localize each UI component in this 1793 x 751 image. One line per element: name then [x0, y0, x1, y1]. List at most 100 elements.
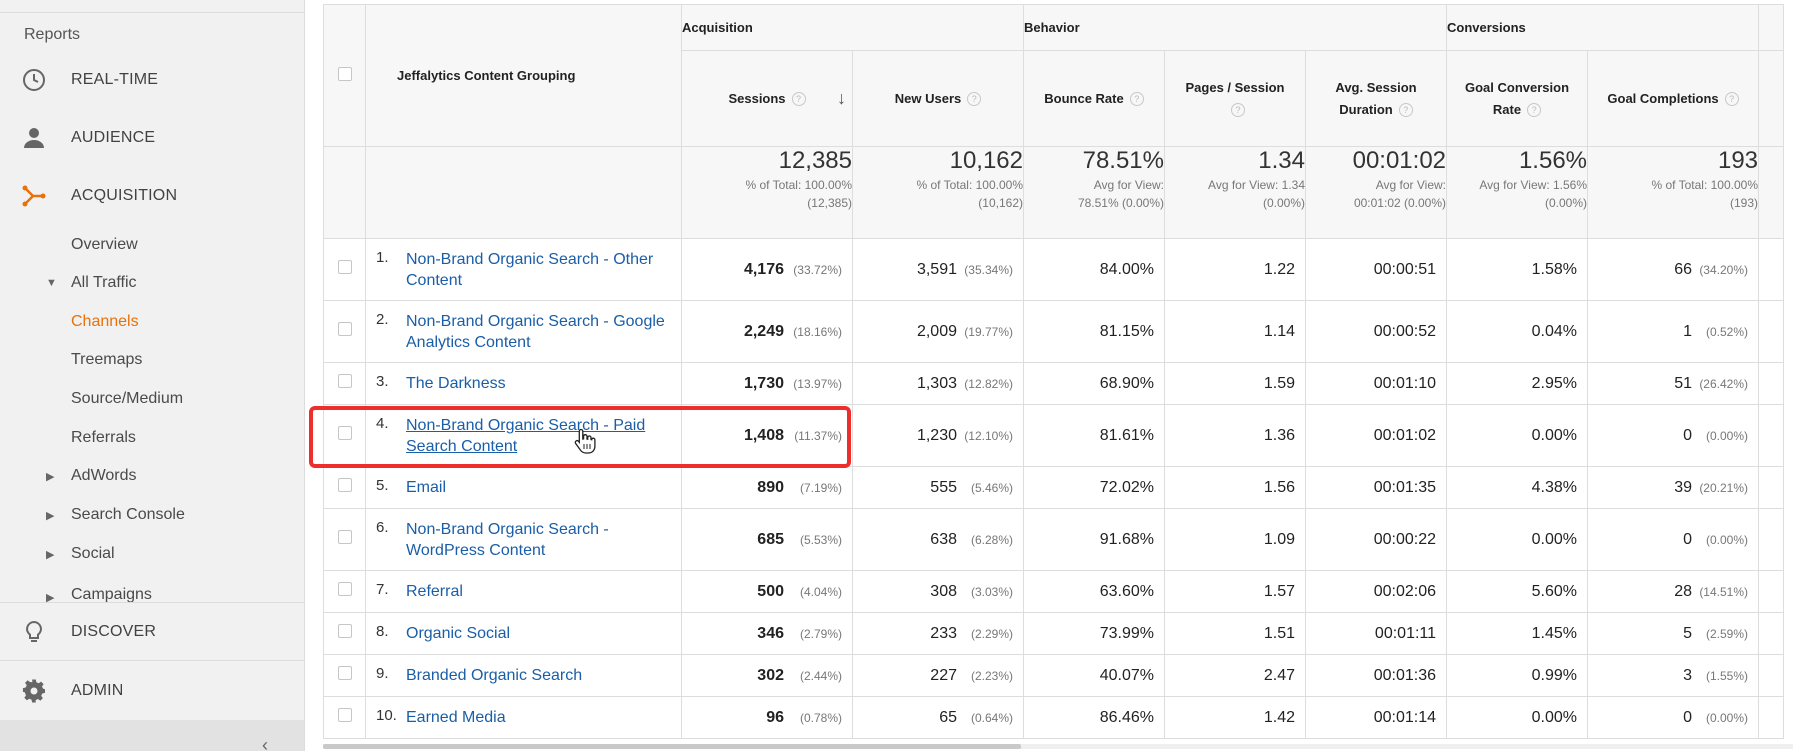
total-avg-session-duration: 00:01:02 Avg for View: 00:01:02 (0.00%)	[1304, 146, 1448, 239]
table-row[interactable]: 8. Organic Social 346 (2.79%) 233 (2.29%) 73.9…	[323, 612, 1785, 655]
dimension-header-label: Jeffalytics Content Grouping	[397, 68, 576, 83]
header-goal-completions[interactable]: Goal Completions?	[1587, 50, 1760, 147]
row-avg-session-duration: 00:01:10	[1304, 362, 1448, 405]
row-dimension-link[interactable]: The Darkness	[406, 375, 506, 392]
row-goal-conversion-rate: 0.00%	[1446, 508, 1589, 571]
help-icon[interactable]: ?	[1231, 103, 1245, 118]
nav-search-console[interactable]: ▶ Search Console	[0, 496, 304, 534]
header-sessions[interactable]: Sessions? ↓	[681, 50, 853, 147]
row-spacer	[1758, 362, 1785, 405]
lightbulb-icon	[21, 619, 47, 645]
nav-social[interactable]: ▶ Social	[0, 535, 304, 573]
table-row[interactable]: 6. Non-Brand Organic Search - WordPress C…	[323, 508, 1785, 571]
nav-channels[interactable]: Channels	[0, 303, 304, 341]
table-row[interactable]: 9. Branded Organic Search 302 (2.44%) 227 (2.…	[323, 654, 1785, 697]
help-icon[interactable]: ?	[1398, 103, 1413, 118]
completions-percent: (0.00%)	[1705, 428, 1749, 443]
table-row[interactable]: 2. Non-Brand Organic Search - Google Anal…	[323, 300, 1785, 363]
table-body: 1. Non-Brand Organic Search - Other Conte…	[323, 238, 1785, 739]
collapse-sidebar-icon[interactable]: ‹	[262, 735, 268, 751]
row-dimension-link[interactable]: Earned Media	[406, 709, 506, 726]
sessions-value: 890	[757, 478, 784, 496]
row-checkbox[interactable]	[337, 478, 352, 492]
nav-realtime[interactable]: REAL-TIME	[0, 53, 304, 107]
bounce-rate-value: 86.46%	[1099, 708, 1154, 726]
row-dimension-link[interactable]: Email	[406, 479, 447, 496]
row-spacer	[1758, 612, 1785, 655]
row-dimension-link[interactable]: Non-Brand Organic Search - Other Content	[406, 250, 654, 289]
total-sub: Avg for View:	[1093, 178, 1164, 192]
total-value: 1.34	[1258, 147, 1305, 174]
row-checkbox[interactable]	[337, 708, 352, 722]
row-dimension-link[interactable]: Branded Organic Search	[406, 667, 583, 684]
row-bounce-rate: 84.00%	[1023, 238, 1165, 301]
row-index: 10.	[376, 707, 397, 724]
row-index: 5.	[376, 477, 389, 494]
row-dimension-link[interactable]: Non-Brand Organic Search - WordPress Con…	[406, 520, 609, 559]
row-checkbox[interactable]	[337, 260, 352, 274]
header-avg-session-duration[interactable]: Avg. Session Duration?	[1304, 50, 1448, 147]
nav-source-medium[interactable]: Source/Medium	[0, 380, 304, 418]
new-users-value: 65	[939, 708, 957, 726]
horizontal-scrollbar-thumb[interactable]	[323, 744, 1021, 749]
header-new-users[interactable]: New Users?	[852, 50, 1024, 147]
sidebar: Reports REAL-TIME AUDIENCE ACQUISITION O…	[0, 0, 305, 751]
row-new-users: 555 (5.46%)	[852, 466, 1024, 509]
gear-icon	[21, 678, 47, 704]
table-row[interactable]: 1. Non-Brand Organic Search - Other Conte…	[323, 238, 1785, 301]
table-row[interactable]: 10. Earned Media 96 (0.78%) 65 (0.64%) 86.46% 1…	[323, 696, 1785, 739]
nav-treemaps[interactable]: Treemaps	[0, 341, 304, 379]
completions-value: 51	[1674, 374, 1693, 392]
table-row[interactable]: 7. Referral 500 (4.04%) 308 (3.03%) 63.60% 1.57…	[323, 570, 1785, 613]
nav-audience[interactable]: AUDIENCE	[0, 111, 304, 165]
nav-adwords[interactable]: ▶ AdWords	[0, 457, 304, 495]
help-icon[interactable]: ?	[967, 92, 982, 107]
row-pages-session: 1.51	[1164, 612, 1306, 655]
sort-desc-icon[interactable]: ↓	[837, 88, 846, 108]
completions-percent: (0.00%)	[1705, 710, 1749, 725]
nav-all-traffic[interactable]: ▼ All Traffic	[0, 264, 304, 302]
help-icon[interactable]: ?	[1527, 103, 1542, 118]
nav-referrals[interactable]: Referrals	[0, 419, 304, 457]
pages-session-value: 2.47	[1263, 666, 1295, 684]
bounce-rate-value: 72.02%	[1099, 478, 1154, 496]
nav-acquisition[interactable]: ACQUISITION	[0, 169, 304, 223]
row-dimension-cell: 5. Email	[365, 466, 682, 509]
help-icon[interactable]: ?	[1129, 92, 1144, 107]
row-goal-completions: 0 (0.00%)	[1587, 696, 1760, 739]
row-dimension-link[interactable]: Organic Social	[406, 625, 511, 642]
table-row[interactable]: 3. The Darkness 1,730 (13.97%) 1,303 (12.82%)…	[323, 362, 1785, 405]
help-icon[interactable]: ?	[1724, 92, 1739, 107]
row-checkbox[interactable]	[337, 624, 352, 638]
sessions-percent: (4.04%)	[799, 584, 842, 599]
select-all-checkbox[interactable]	[337, 67, 352, 81]
total-value: 78.51%	[1082, 147, 1164, 174]
table-row[interactable]: 5. Email 890 (7.19%) 555 (5.46%) 72.02% 1.56 00:…	[323, 466, 1785, 509]
row-checkbox[interactable]	[337, 426, 352, 440]
row-dimension-link[interactable]: Non-Brand Organic Search - Paid Search C…	[406, 416, 646, 455]
row-checkbox[interactable]	[337, 582, 352, 596]
completions-percent: (14.51%)	[1699, 584, 1749, 599]
row-checkbox[interactable]	[337, 666, 352, 680]
row-dimension-link[interactable]: Referral	[406, 583, 463, 600]
table-row[interactable]: 4. Non-Brand Organic Search - Paid Search…	[323, 404, 1785, 467]
row-checkbox[interactable]	[337, 374, 352, 388]
horizontal-scrollbar-track[interactable]	[323, 744, 1793, 749]
nav-discover-label: DISCOVER	[71, 623, 157, 640]
nav-campaigns[interactable]: ▶ Campaigns	[0, 574, 304, 604]
help-icon[interactable]: ?	[791, 92, 806, 107]
header-pages-session[interactable]: Pages / Session?	[1164, 50, 1306, 147]
row-checkbox[interactable]	[337, 322, 352, 336]
nav-overview-label: Overview	[71, 236, 138, 253]
header-bounce-rate[interactable]: Bounce Rate?	[1023, 50, 1165, 147]
header-goal-conversion-rate[interactable]: Goal Conversion Rate?	[1446, 50, 1589, 147]
nav-admin[interactable]: ADMIN	[0, 664, 304, 718]
nav-discover[interactable]: DISCOVER	[0, 605, 304, 659]
header-new-users-label: New Users	[894, 90, 962, 106]
nav-overview[interactable]: Overview	[0, 226, 304, 264]
row-dimension-link[interactable]: Non-Brand Organic Search - Google Analyt…	[406, 312, 665, 351]
bounce-rate-value: 81.61%	[1099, 426, 1154, 444]
row-goal-conversion-rate: 0.00%	[1446, 404, 1589, 467]
row-checkbox[interactable]	[337, 530, 352, 544]
dimension-header[interactable]: Jeffalytics Content Grouping	[365, 4, 682, 147]
